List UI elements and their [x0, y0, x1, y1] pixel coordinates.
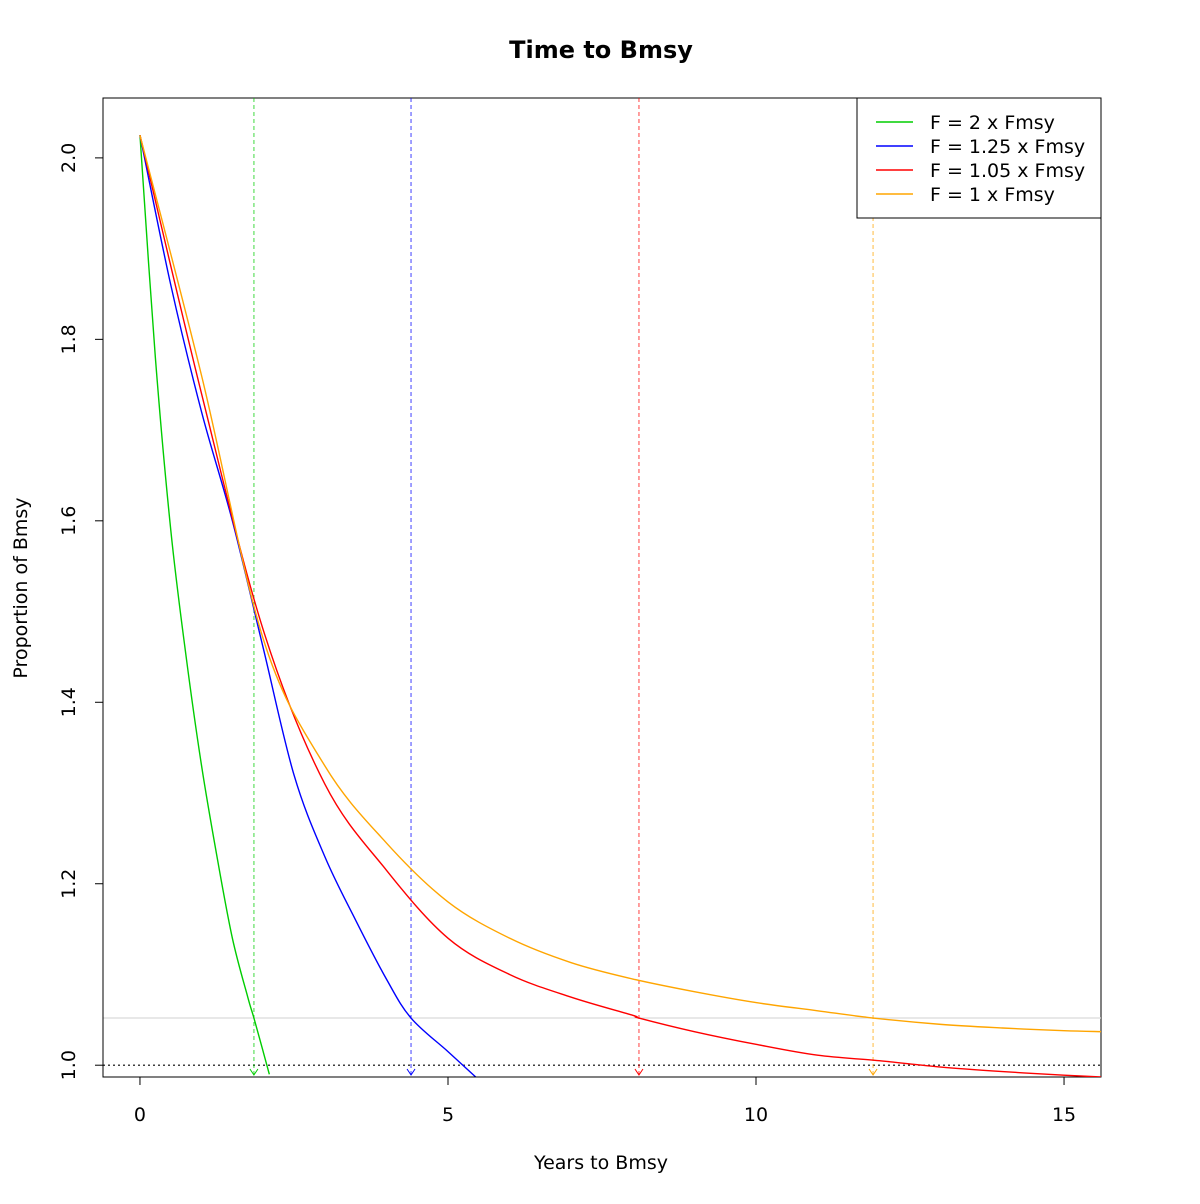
plot-frame — [102, 97, 1102, 1078]
x-tick-label-0: 0 — [134, 1104, 146, 1126]
y-axis: 1.0 1.2 1.4 1.6 1.8 2.0 — [58, 143, 104, 1080]
marker-arrow-1 — [406, 1068, 416, 1076]
y-tick-label-5: 2.0 — [58, 143, 80, 173]
marker-arrow-0 — [249, 1068, 259, 1076]
x-tick-label-3: 15 — [1052, 1104, 1076, 1126]
marker-arrow-2 — [634, 1068, 644, 1076]
y-tick-label-0: 1.0 — [58, 1050, 80, 1080]
plot-area — [102, 97, 1102, 1078]
y-tick-label-3: 1.6 — [58, 506, 80, 536]
legend-label-1: F = 1.25 x Fmsy — [930, 136, 1085, 158]
y-tick-label-4: 1.8 — [58, 324, 80, 354]
x-tick-label-1: 5 — [442, 1104, 454, 1126]
marker-arrow-3 — [868, 1068, 878, 1076]
x-tick-label-2: 10 — [744, 1104, 768, 1126]
plot-contents — [103, 98, 1101, 1077]
legend-label-0: F = 2 x Fmsy — [930, 112, 1055, 134]
series-line-1 — [139, 135, 477, 1077]
legend-label-3: F = 1 x Fmsy — [930, 184, 1055, 206]
legend-box — [856, 97, 1102, 219]
y-tick-label-2: 1.4 — [58, 687, 80, 717]
y-tick-label-1: 1.2 — [58, 869, 80, 899]
y-axis-label: Proportion of Bmsy — [10, 497, 32, 678]
series-line-3 — [139, 135, 1101, 1033]
chart-title: Time to Bmsy — [509, 36, 693, 64]
series-line-2 — [139, 135, 1101, 1077]
legend-label-2: F = 1.05 x Fmsy — [930, 160, 1085, 182]
x-axis-label: Years to Bmsy — [533, 1152, 668, 1174]
x-axis: 0 5 10 15 — [134, 1076, 1076, 1126]
series-line-0 — [139, 135, 271, 1075]
